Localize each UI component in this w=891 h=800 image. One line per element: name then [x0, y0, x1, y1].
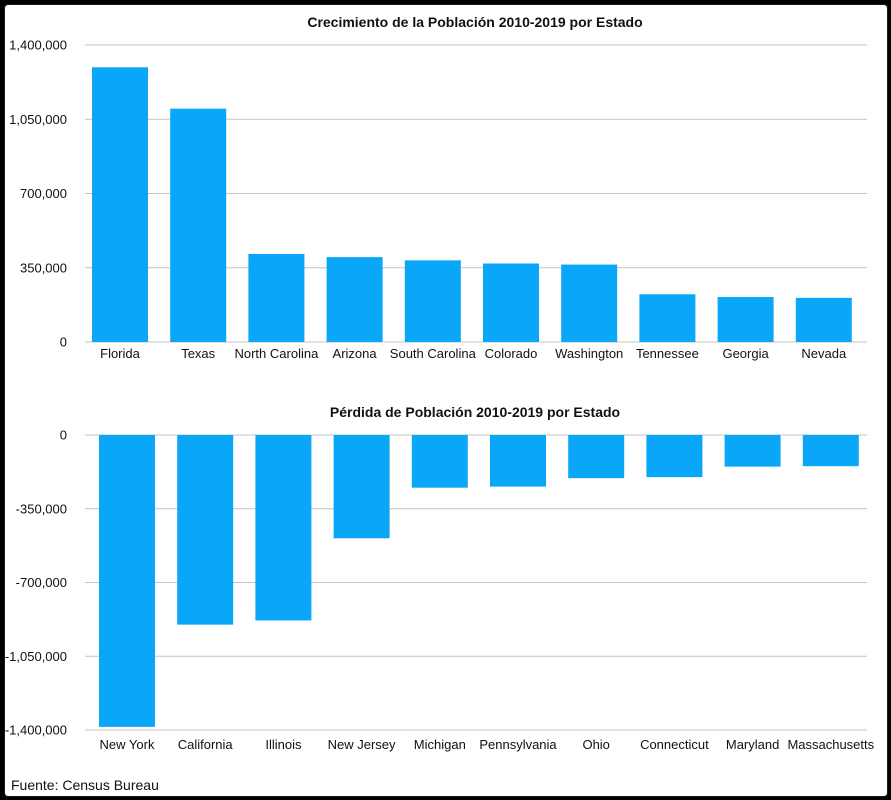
- bar-maryland: [724, 435, 781, 467]
- x-tick-label: Tennessee: [636, 346, 699, 361]
- bar-new-jersey: [333, 435, 390, 539]
- y-tick-label: -1,050,000: [5, 649, 67, 664]
- bar-south-carolina: [404, 260, 461, 342]
- bar-new-york: [99, 435, 155, 727]
- x-tick-label: South Carolina: [390, 346, 477, 361]
- x-tick-label: California: [178, 737, 234, 752]
- bar-illinois: [255, 435, 312, 621]
- chart-population-loss: Pérdida de Población 2010-2019 por Estad…: [5, 404, 875, 752]
- bar-arizona: [326, 257, 383, 342]
- bar-colorado: [483, 263, 539, 342]
- y-tick-label: 0: [60, 428, 67, 443]
- y-tick-label: 1,400,000: [9, 38, 67, 53]
- x-tick-label: Washington: [555, 346, 623, 361]
- bar-washington: [561, 264, 618, 342]
- x-tick-label: Georgia: [722, 346, 769, 361]
- x-tick-label: Arizona: [333, 346, 378, 361]
- x-tick-label: Pennsylvania: [479, 737, 557, 752]
- chart-title: Pérdida de Población 2010-2019 por Estad…: [330, 404, 620, 420]
- x-tick-label: Nevada: [801, 346, 847, 361]
- x-tick-label: Colorado: [485, 346, 538, 361]
- x-tick-label: New York: [100, 737, 155, 752]
- bar-california: [177, 435, 234, 625]
- chart-title: Crecimiento de la Población 2010-2019 po…: [307, 14, 642, 30]
- y-tick-label: -1,400,000: [5, 723, 67, 738]
- bar-florida: [92, 67, 148, 343]
- y-tick-label: 350,000: [20, 260, 67, 275]
- bar-ohio: [568, 435, 625, 479]
- chart-frame: Crecimiento de la Población 2010-2019 po…: [4, 4, 888, 797]
- x-tick-label: Connecticut: [640, 737, 709, 752]
- bar-michigan: [411, 435, 468, 488]
- y-tick-label: 0: [60, 335, 67, 350]
- x-tick-label: Maryland: [726, 737, 779, 752]
- x-tick-label: Texas: [181, 346, 215, 361]
- y-tick-label: -700,000: [16, 575, 67, 590]
- x-tick-label: Illinois: [265, 737, 302, 752]
- chart-population-growth: Crecimiento de la Población 2010-2019 po…: [9, 14, 867, 361]
- x-tick-label: Florida: [100, 346, 141, 361]
- bar-north-carolina: [248, 253, 305, 342]
- bar-nevada: [795, 297, 852, 342]
- x-tick-label: New Jersey: [328, 737, 396, 752]
- bar-pennsylvania: [490, 435, 546, 487]
- x-tick-label: Ohio: [582, 737, 609, 752]
- x-tick-label: Michigan: [414, 737, 466, 752]
- bar-massachusetts: [802, 435, 859, 467]
- bar-tennessee: [639, 294, 696, 342]
- bar-georgia: [717, 297, 774, 342]
- x-tick-label: North Carolina: [234, 346, 319, 361]
- y-tick-label: -350,000: [16, 501, 67, 516]
- y-tick-label: 1,050,000: [9, 112, 67, 127]
- x-tick-label: Massachusetts: [787, 737, 874, 752]
- source-note: Fuente: Census Bureau: [11, 777, 159, 793]
- bar-connecticut: [646, 435, 703, 478]
- bar-texas: [170, 108, 227, 343]
- y-tick-label: 700,000: [20, 186, 67, 201]
